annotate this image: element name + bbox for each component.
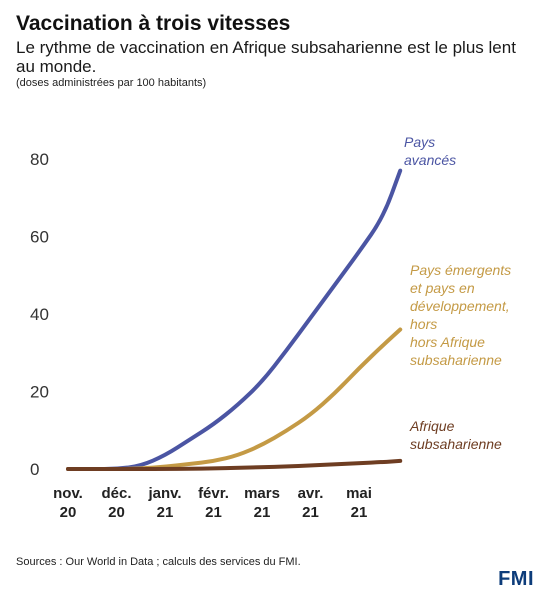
x-tick-label-month: mai: [346, 485, 372, 502]
y-tick-label: 0: [30, 460, 39, 479]
y-axis-unit: (doses administrées par 100 habitants): [16, 77, 207, 89]
series-label-2: Pays émergents: [410, 262, 511, 278]
x-tick-label-year: 21: [157, 504, 174, 521]
series-line-3: [66, 458, 403, 471]
x-tick-label-month: déc.: [101, 485, 131, 502]
y-tick-label: 40: [30, 305, 49, 324]
source-note: Sources : Our World in Data ; calculs de…: [16, 556, 301, 568]
x-tick-label-year: 21: [254, 504, 271, 521]
x-tick-label-year: 21: [302, 504, 319, 521]
x-tick-label-year: 20: [60, 504, 77, 521]
chart-title: Vaccination à trois vitesses: [16, 12, 291, 35]
x-tick-label-month: nov.: [53, 485, 83, 502]
series-label-3: subsaharienne: [410, 436, 502, 452]
series-label-2: développement,: [410, 298, 510, 314]
x-tick-label-month: févr.: [198, 485, 229, 502]
series-label-1: avancés: [404, 152, 456, 168]
x-tick-label-year: 20: [108, 504, 125, 521]
x-tick-label-year: 21: [205, 504, 222, 521]
series-label-2: et pays en: [410, 280, 475, 296]
series-label-2: subsaharienne: [410, 352, 502, 368]
series-label-2: hors Afrique: [410, 334, 485, 350]
chart-subtitle: Le rythme de vaccination en Afrique subs…: [16, 38, 516, 76]
series-line-1: [66, 168, 403, 471]
x-tick-label-year: 21: [351, 504, 368, 521]
series-label-1: Pays: [404, 134, 435, 150]
series-label-3: Afrique: [409, 418, 455, 434]
fmi-logo: FMI: [498, 568, 534, 590]
series-label-2: hors: [410, 316, 437, 332]
x-tick-label-month: avr.: [298, 485, 324, 502]
x-tick-label-month: janv.: [147, 485, 181, 502]
y-tick-label: 20: [30, 383, 49, 402]
series-line-2: [66, 327, 403, 471]
x-tick-label-month: mars: [244, 485, 280, 502]
y-tick-label: 80: [30, 150, 49, 169]
y-tick-label: 60: [30, 228, 49, 247]
